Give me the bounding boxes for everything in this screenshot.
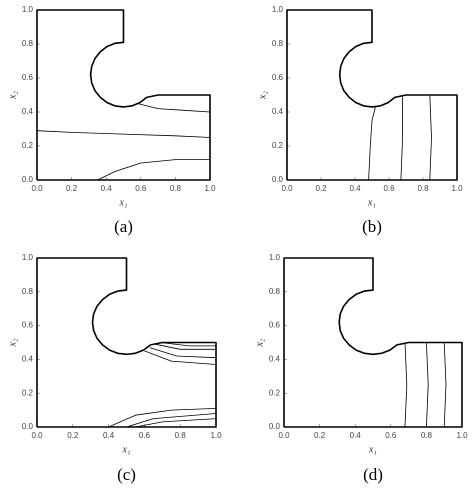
contour-line [400, 95, 403, 181]
x-tick-label: 0.2 [314, 431, 326, 440]
x-tick-label: 0.4 [349, 184, 361, 193]
contour-line [108, 408, 217, 428]
y-axis-label: x₂ [254, 338, 265, 347]
domain-boundary [36, 9, 211, 181]
y-tick-label: 0.8 [272, 39, 284, 48]
contour-line [144, 350, 217, 365]
x-axis-label: x₁ [119, 197, 128, 208]
x-tick-label: 0.2 [315, 184, 327, 193]
x-tick-label: 0.6 [135, 184, 147, 193]
x-tick-label: 0.4 [103, 431, 115, 440]
x-tick-label: 0.4 [350, 431, 362, 440]
y-axis-label: x₂ [257, 91, 268, 100]
x-tick-label: 0.6 [383, 184, 395, 193]
y-tick-label: 0.6 [22, 73, 34, 82]
y-tick-label: 0.4 [269, 355, 281, 364]
contour-line [155, 343, 216, 350]
contour-line [160, 342, 216, 347]
y-axis-label: x₂ [7, 91, 18, 100]
x-tick-label: 0.2 [67, 431, 79, 440]
y-tick-label: 0.0 [22, 175, 34, 184]
panel-label: (d) [363, 465, 383, 484]
contour-line [404, 342, 408, 428]
y-tick-label: 0.6 [269, 321, 281, 330]
x-tick-label: 0.6 [139, 431, 151, 440]
y-tick-label: 0.0 [272, 175, 284, 184]
contour-line [135, 418, 217, 428]
x-tick-label: 0.0 [278, 431, 290, 440]
contour-line [429, 94, 432, 181]
x-tick-label: 0.0 [31, 184, 43, 193]
y-tick-label: 0.6 [22, 321, 34, 330]
contour-line [368, 106, 376, 181]
contour-line [97, 159, 210, 181]
y-tick-label: 0.8 [22, 287, 34, 296]
panel-label: (a) [114, 217, 133, 236]
y-tick-label: 1.0 [269, 253, 281, 262]
contour-line [137, 103, 211, 113]
y-tick-label: 0.4 [272, 107, 284, 116]
y-tick-label: 0.4 [22, 355, 34, 364]
y-tick-label: 0.4 [22, 107, 34, 116]
x-axis-label: x₁ [368, 444, 377, 455]
x-axis-label: x₁ [367, 197, 376, 208]
y-tick-label: 0.2 [22, 388, 34, 397]
x-axis-label: x₁ [122, 444, 131, 455]
x-tick-label: 0.2 [66, 184, 78, 193]
x-tick-label: 0.8 [421, 431, 433, 440]
y-tick-label: 0.8 [22, 39, 34, 48]
domain-boundary [286, 9, 458, 181]
x-tick-label: 1.0 [210, 431, 222, 440]
panel-label: (b) [362, 217, 382, 236]
x-tick-label: 0.8 [175, 431, 187, 440]
y-tick-label: 0.8 [269, 287, 281, 296]
contour-line [426, 342, 429, 428]
x-tick-label: 1.0 [204, 184, 216, 193]
y-tick-label: 0.2 [272, 141, 284, 150]
domain-boundary [36, 257, 217, 428]
y-tick-label: 1.0 [22, 5, 34, 14]
contour-line [126, 413, 217, 428]
contour-line [443, 342, 447, 428]
contour-line [36, 130, 211, 138]
contour-line [149, 347, 217, 359]
x-tick-label: 0.0 [31, 431, 43, 440]
y-tick-label: 0.6 [272, 73, 284, 82]
y-tick-label: 0.2 [22, 141, 34, 150]
x-tick-label: 0.4 [101, 184, 113, 193]
x-tick-label: 0.0 [281, 184, 293, 193]
x-tick-label: 1.0 [456, 431, 468, 440]
y-axis-label: x₂ [7, 338, 18, 347]
y-tick-label: 0.2 [269, 388, 281, 397]
x-tick-label: 0.8 [170, 184, 182, 193]
x-tick-label: 0.8 [417, 184, 429, 193]
x-tick-label: 1.0 [451, 184, 463, 193]
y-tick-label: 0.0 [22, 422, 34, 431]
x-tick-label: 0.6 [385, 431, 397, 440]
y-tick-label: 1.0 [272, 5, 284, 14]
domain-boundary [283, 257, 463, 428]
panel-label: (c) [117, 465, 136, 484]
y-tick-label: 1.0 [22, 253, 34, 262]
y-tick-label: 0.0 [269, 422, 281, 431]
